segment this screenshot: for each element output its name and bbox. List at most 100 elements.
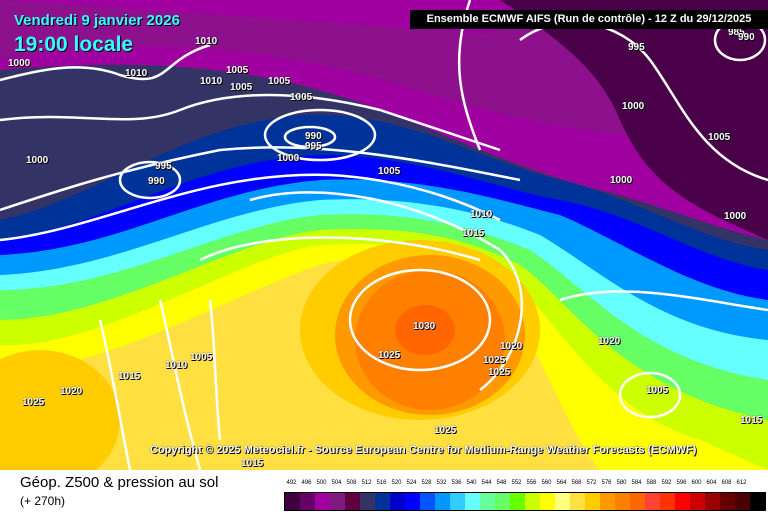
forecast-date: Vendredi 9 janvier 2026 [14, 12, 180, 29]
legend-label: 564 [556, 480, 567, 486]
legend-swatch [480, 493, 495, 510]
isobar-label: 1015 [118, 371, 141, 382]
legend-swatch [645, 493, 660, 510]
isobar-label: 1010 [195, 36, 218, 47]
isobar-label: 1015 [740, 415, 763, 426]
legend-swatch [585, 493, 600, 510]
legend-swatch [375, 493, 390, 510]
legend-swatch [750, 493, 765, 510]
isobar-label: 990 [305, 131, 322, 142]
legend-swatch [285, 493, 300, 510]
legend-label: 568 [571, 480, 582, 486]
isobar-label: 1010 [470, 209, 493, 220]
legend-label: 516 [376, 480, 387, 486]
legend-bar [284, 492, 766, 511]
forecast-lead: (+ 270h) [20, 494, 66, 508]
legend-swatch [660, 493, 675, 510]
legend-swatch [360, 493, 375, 510]
legend-label: 588 [646, 480, 657, 486]
z500-band-584 [395, 305, 455, 355]
isobar-label: 990 [148, 176, 165, 187]
legend-label: 508 [346, 480, 357, 486]
legend-swatch [735, 493, 750, 510]
legend-swatch [330, 493, 345, 510]
legend-label: 552 [511, 480, 522, 486]
isobar-label: 1010 [200, 76, 223, 87]
color-legend: 492 496 500 504 508 512 516 520 524 528 532 536 540 5… [284, 480, 766, 511]
legend-label: 596 [676, 480, 687, 486]
legend-swatch [540, 493, 555, 510]
z500-band-left-yellow [0, 350, 120, 470]
copyright-notice: Copyright © 2025 Meteociel.fr - Source E… [150, 444, 697, 456]
isobar-label: 1030 [413, 321, 436, 332]
isobar-label: 1015 [462, 228, 485, 239]
legend-swatch [570, 493, 585, 510]
legend-label: 496 [301, 480, 312, 486]
isobar-label: 1025 [434, 425, 457, 436]
isobar-label: 1000 [724, 211, 747, 222]
legend-swatch [630, 493, 645, 510]
legend-label: 528 [421, 480, 432, 486]
isobar-label: 1025 [378, 350, 401, 361]
legend-label: 604 [706, 480, 717, 486]
legend-label: 580 [616, 480, 627, 486]
legend-swatch [315, 493, 330, 510]
legend-labels: 492 496 500 504 508 512 516 520 524 528 532 536 540 5… [284, 480, 766, 490]
legend-label: 560 [541, 480, 552, 486]
legend-swatch [615, 493, 630, 510]
legend-label: 520 [391, 480, 402, 486]
legend-label: 512 [361, 480, 372, 486]
legend-label: 536 [451, 480, 462, 486]
map-title: Géop. Z500 & pression au sol [20, 474, 219, 491]
legend-label: 548 [496, 480, 507, 486]
isobar-label: 995 [155, 161, 172, 172]
legend-swatch [420, 493, 435, 510]
isobar-label: 1020 [500, 341, 523, 352]
geopotential-map [0, 0, 768, 470]
isobar-label: 1025 [483, 355, 506, 366]
isobar-label: 1010 [125, 68, 148, 79]
model-run-info: Ensemble ECMWF AIFS (Run de contrôle) - … [410, 10, 768, 29]
isobar-label: 1005 [708, 132, 731, 143]
isobar-label: 1005 [268, 76, 291, 87]
legend-label: 500 [316, 480, 327, 486]
z500-band-492 [500, 0, 768, 240]
footer: Géop. Z500 & pression au sol (+ 270h) 49… [0, 470, 768, 512]
isobar-label: 1005 [230, 82, 253, 93]
legend-swatch [345, 493, 360, 510]
isobar-label: 995 [628, 42, 645, 53]
isobar-label: 1010 [165, 360, 188, 371]
isobar-label: 1020 [60, 386, 83, 397]
legend-label: 572 [586, 480, 597, 486]
legend-label: 540 [466, 480, 477, 486]
legend-swatch [690, 493, 705, 510]
isobar-label: 995 [305, 141, 322, 152]
legend-label: 492 [286, 480, 297, 486]
isobar-label: 1000 [8, 58, 31, 69]
isobar-label: 1020 [598, 336, 621, 347]
isobar-label: 1005 [378, 166, 401, 177]
forecast-time: 19:00 locale [14, 33, 134, 56]
legend-swatch [510, 493, 525, 510]
legend-swatch [675, 493, 690, 510]
legend-label: 600 [691, 480, 702, 486]
isobar-label: 1005 [646, 385, 669, 396]
legend-swatch [495, 493, 510, 510]
legend-label: 556 [526, 480, 537, 486]
isobar-label: 1015 [241, 458, 264, 469]
legend-label: 612 [736, 480, 747, 486]
legend-label: 584 [631, 480, 642, 486]
legend-label: 608 [721, 480, 732, 486]
legend-swatch [555, 493, 570, 510]
legend-swatch [705, 493, 720, 510]
legend-swatch [435, 493, 450, 510]
legend-label: 544 [481, 480, 492, 486]
isobar-label: 1000 [610, 175, 633, 186]
legend-swatch [300, 493, 315, 510]
legend-swatch [450, 493, 465, 510]
legend-label: 532 [436, 480, 447, 486]
legend-swatch [465, 493, 480, 510]
legend-swatch [405, 493, 420, 510]
isobar-label: 1025 [488, 367, 511, 378]
isobar-label: 1000 [277, 153, 300, 164]
